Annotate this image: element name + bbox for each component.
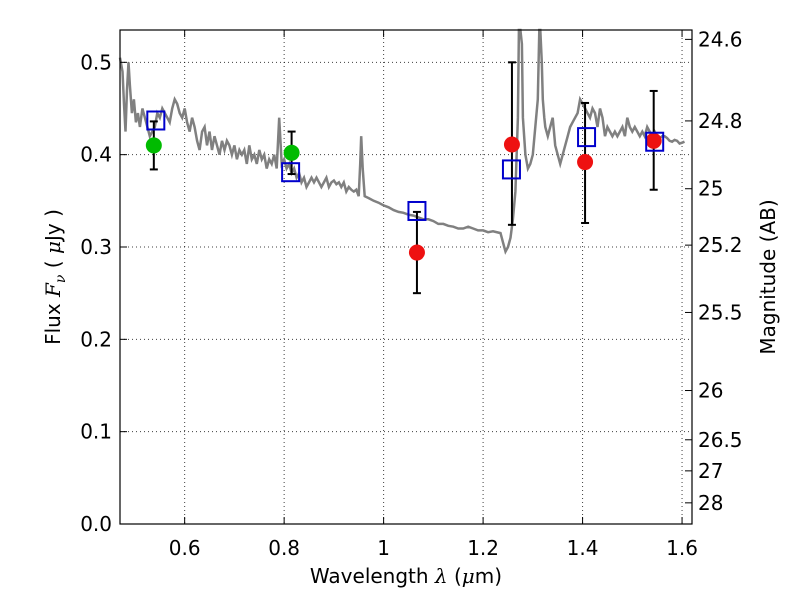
model-square-marker bbox=[645, 131, 665, 152]
y-tick-label: 0.3 bbox=[80, 235, 112, 259]
y2-axis-label: Magnitude (AB) bbox=[756, 199, 780, 354]
y2-tick-label: 25.5 bbox=[698, 300, 743, 324]
y2-tick-label: 27 bbox=[698, 459, 723, 483]
x-tick-label: 1.2 bbox=[467, 536, 499, 560]
y-tick-label: 0.0 bbox=[80, 512, 112, 536]
y2-tick-label: 25 bbox=[698, 177, 723, 201]
x-tick-labels: 0.6 0.8 1 1.2 1.4 1.6 bbox=[169, 536, 698, 560]
red-data-point bbox=[408, 244, 425, 261]
y-tick-labels: 0.0 0.1 0.2 0.3 0.4 0.5 bbox=[80, 50, 112, 536]
x-tick-label: 1 bbox=[377, 536, 390, 560]
red-data-point bbox=[503, 136, 520, 153]
y-tick-label: 0.4 bbox=[80, 143, 112, 167]
errorbars bbox=[149, 61, 658, 295]
y-axis-label: Flux Fν ( μJy ) bbox=[41, 209, 69, 345]
x-tick-label: 0.6 bbox=[169, 536, 201, 560]
spectrum-layer bbox=[118, 28, 685, 255]
model-square-marker bbox=[146, 110, 166, 131]
y-tick-label: 0.2 bbox=[80, 327, 112, 351]
model-square-marker bbox=[501, 159, 521, 180]
y2-tick-label: 25.2 bbox=[698, 233, 743, 257]
x-tick-label: 1.4 bbox=[567, 536, 599, 560]
green-data-point bbox=[283, 144, 300, 161]
x-tick-label: 1.6 bbox=[666, 536, 698, 560]
model-square-marker bbox=[407, 200, 427, 221]
points bbox=[145, 110, 665, 261]
plot-frame bbox=[119, 29, 693, 525]
red-data-point bbox=[577, 154, 594, 171]
y2-tick-label: 26 bbox=[698, 379, 723, 403]
ticks bbox=[120, 30, 692, 525]
y2-tick-labels: 24.6 24.8 25 25.2 25.5 26 26.5 27 28 bbox=[698, 27, 743, 514]
y-tick-label: 0.5 bbox=[80, 50, 112, 74]
y2-tick-label: 26.5 bbox=[698, 428, 743, 452]
x-axis-label: Wavelength λ (μm) bbox=[310, 564, 502, 588]
y2-tick-label: 28 bbox=[698, 491, 723, 515]
y2-tick-label: 24.6 bbox=[698, 27, 743, 51]
green-data-point bbox=[145, 137, 162, 154]
y2-tick-label: 24.8 bbox=[698, 109, 743, 133]
red-data-point bbox=[645, 132, 662, 149]
model-square-marker bbox=[577, 127, 597, 148]
grid bbox=[120, 30, 692, 525]
spectrum-line bbox=[118, 28, 685, 255]
x-tick-label: 0.8 bbox=[268, 536, 300, 560]
y-tick-label: 0.1 bbox=[80, 420, 112, 444]
model-square-marker bbox=[281, 162, 301, 183]
